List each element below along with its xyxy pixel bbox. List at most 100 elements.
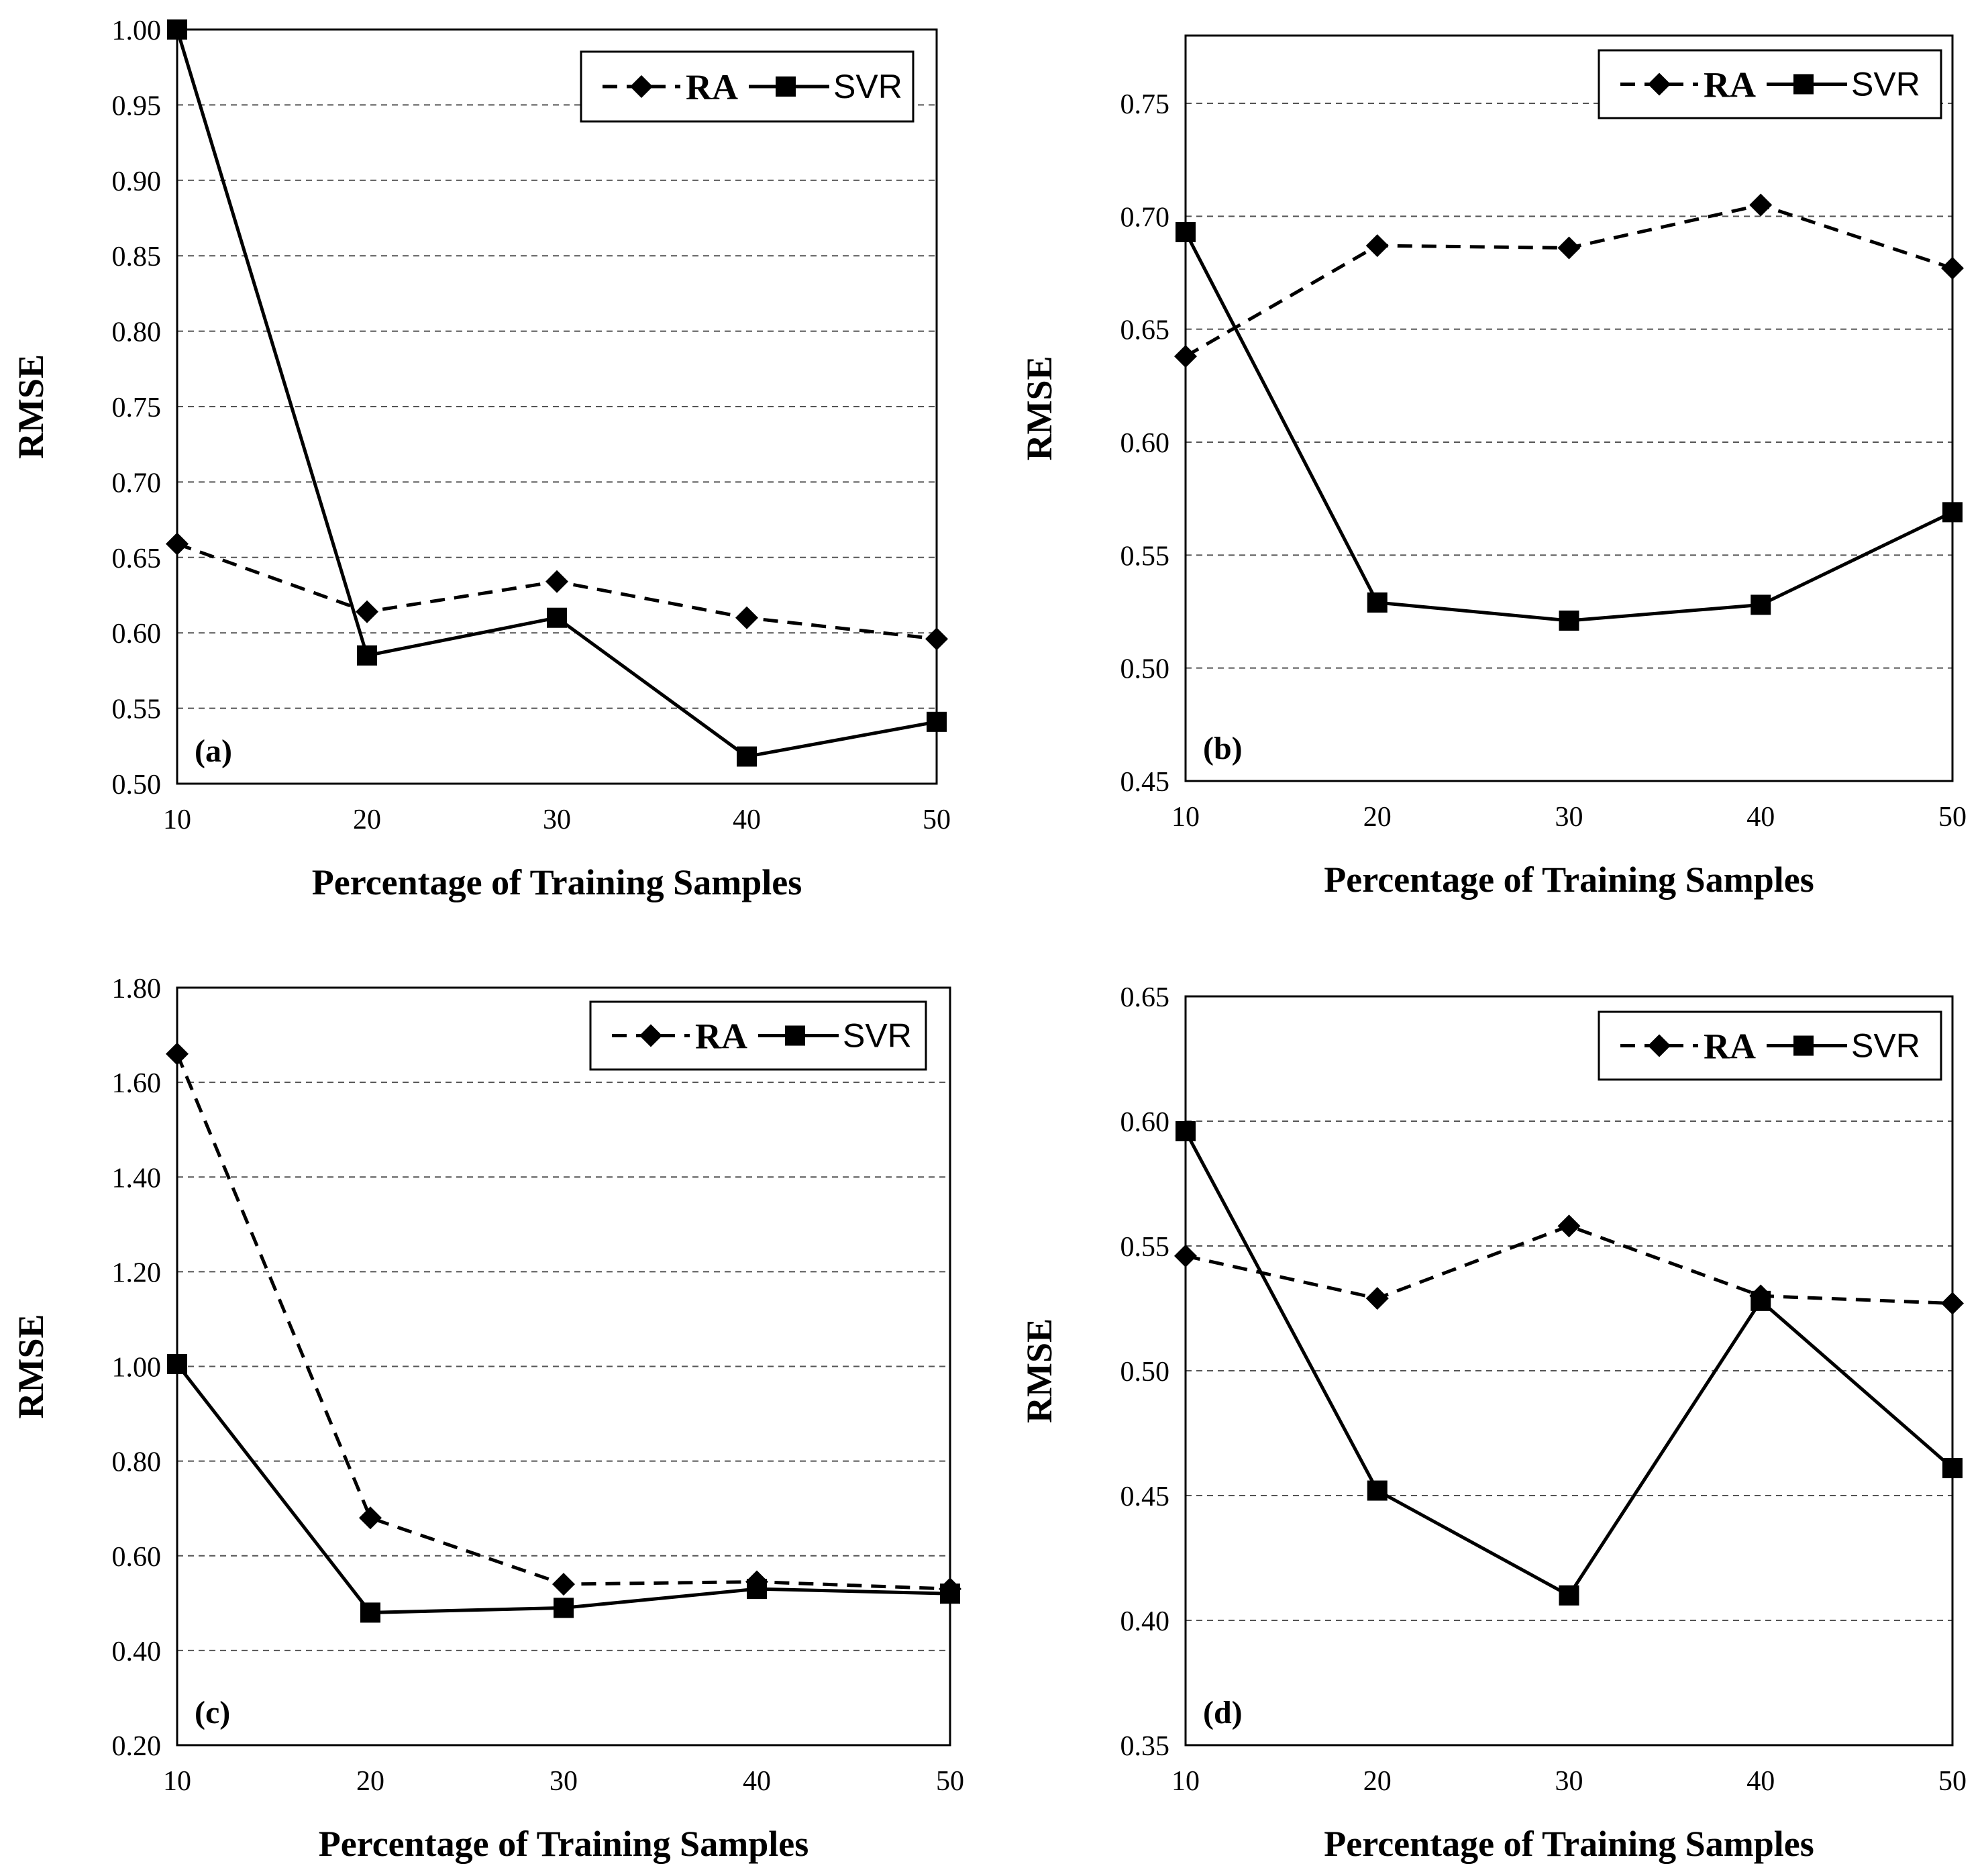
y-tick-label: 0.80 <box>112 317 162 348</box>
data-point-svr <box>1942 1458 1963 1479</box>
x-tick-label: 50 <box>923 804 951 835</box>
x-tick-label: 50 <box>936 1766 964 1797</box>
x-tick-label: 40 <box>1746 802 1775 833</box>
panel-label: (a) <box>195 733 232 769</box>
chart-panel-1: 0.50 0.55 0.60 0.65 0.70 0.75 0.80 0.85 0.90 0.95… <box>11 15 951 902</box>
x-tick-label: 20 <box>353 804 381 835</box>
legend-label-svr: SVR <box>1851 66 1920 103</box>
y-tick-label: 1.20 <box>112 1257 162 1288</box>
y-tick-label: 0.90 <box>112 166 162 197</box>
y-tick-label: 1.60 <box>112 1068 162 1099</box>
legend-label-svr: SVR <box>1851 1027 1920 1065</box>
legend-marker-svr <box>1793 74 1814 95</box>
legend: RA SVR <box>1598 49 1942 119</box>
data-point-svr <box>167 1353 187 1374</box>
data-point-ra <box>166 1042 189 1065</box>
plot-frame <box>176 28 938 785</box>
data-point-svr <box>1559 1585 1579 1606</box>
series-line-ra <box>175 1053 951 1591</box>
legend-marker-ra <box>1648 1034 1671 1057</box>
data-point-ra <box>359 1506 382 1530</box>
y-tick-label: 0.55 <box>112 694 162 725</box>
chart-panel-4: 0.35 0.40 0.45 0.50 0.55 0.60 0.65 10 20 30 40 50 Pe… <box>1019 982 1967 1864</box>
data-point-svr <box>1751 1290 1771 1311</box>
y-tick-label: 0.65 <box>1120 982 1170 1013</box>
data-point-svr <box>1367 592 1388 613</box>
panel-label: (d) <box>1203 1695 1243 1730</box>
y-tick-label: 1.00 <box>112 1353 162 1384</box>
data-point-ra <box>1941 256 1964 280</box>
y-tick-label: 1.00 <box>112 15 162 46</box>
x-tick-label: 10 <box>163 1766 191 1797</box>
series-line-ra <box>1185 1224 1953 1306</box>
y-tick-label: 0.60 <box>112 1542 162 1573</box>
y-tick-label: 0.40 <box>1120 1606 1170 1637</box>
data-point-ra <box>1557 236 1581 260</box>
data-point-ra <box>1941 1292 1964 1315</box>
legend-label-svr: SVR <box>833 68 902 105</box>
data-point-ra <box>1557 1214 1581 1238</box>
legend-label-ra: RA <box>695 1017 747 1057</box>
x-tick-label: 10 <box>163 804 191 835</box>
y-tick-label: 0.50 <box>1120 654 1170 685</box>
data-point-svr <box>747 1579 767 1600</box>
x-tick-label: 40 <box>733 804 761 835</box>
x-tick-label: 30 <box>1555 802 1583 833</box>
y-tick-label: 0.50 <box>1120 1357 1170 1388</box>
x-tick-label: 50 <box>1938 802 1967 833</box>
data-point-svr <box>360 1602 380 1623</box>
data-point-svr <box>1751 594 1771 615</box>
data-point-ra <box>1174 345 1197 368</box>
y-tick-label: 0.55 <box>1120 1232 1170 1263</box>
y-tick-label: 0.45 <box>1120 1481 1170 1512</box>
legend-label-ra: RA <box>1704 65 1756 105</box>
y-axis-title: RMSE <box>1019 1318 1059 1423</box>
y-tick-label: 1.40 <box>112 1163 162 1194</box>
y-tick-label: 0.95 <box>112 91 162 121</box>
data-point-ra <box>1749 193 1773 217</box>
data-point-ra <box>1174 1244 1197 1267</box>
data-point-ra <box>925 627 948 651</box>
series-line-svr <box>1184 1130 1954 1598</box>
chart-panel-2: 0.45 0.50 0.55 0.60 0.65 0.70 0.75 10 20 30 40 50 Pe… <box>1019 34 1967 900</box>
legend: RA SVR <box>589 1000 927 1071</box>
y-tick-label: 0.65 <box>1120 315 1170 346</box>
x-tick-label: 10 <box>1171 802 1200 833</box>
x-axis-title: Percentage of Training Samples <box>1324 859 1814 900</box>
data-point-ra <box>1365 234 1389 258</box>
data-point-svr <box>547 607 567 628</box>
series-line-svr <box>175 29 937 759</box>
data-point-svr <box>737 746 757 767</box>
data-point-ra <box>735 606 758 629</box>
legend-marker-ra <box>630 75 653 98</box>
y-tick-label: 0.55 <box>1120 541 1170 572</box>
legend-label-ra: RA <box>686 67 738 107</box>
y-tick-label: 0.60 <box>1120 428 1170 459</box>
legend-marker-svr <box>776 76 796 97</box>
y-axis-title: RMSE <box>1019 356 1059 460</box>
x-axis-title: Percentage of Training Samples <box>1324 1824 1814 1864</box>
y-axis-title: RMSE <box>11 354 51 459</box>
data-point-ra <box>166 532 189 556</box>
x-tick-label: 20 <box>1363 802 1392 833</box>
legend-label-ra: RA <box>1704 1027 1756 1067</box>
y-tick-label: 0.65 <box>112 543 162 574</box>
x-tick-label: 30 <box>1555 1766 1583 1797</box>
y-tick-label: 0.70 <box>112 468 162 499</box>
data-point-svr <box>554 1598 574 1618</box>
y-tick-label: 0.70 <box>1120 202 1170 233</box>
legend: RA SVR <box>580 50 915 123</box>
y-tick-label: 0.45 <box>1120 767 1170 798</box>
y-tick-label: 0.60 <box>112 619 162 649</box>
x-axis-title: Percentage of Training Samples <box>312 862 802 902</box>
x-tick-label: 30 <box>550 1766 578 1797</box>
x-tick-label: 30 <box>543 804 571 835</box>
x-tick-label: 10 <box>1171 1766 1200 1797</box>
legend-marker-ra <box>639 1024 662 1047</box>
x-tick-label: 20 <box>1363 1766 1392 1797</box>
data-point-ra <box>356 600 378 623</box>
y-tick-label: 0.75 <box>1120 89 1170 120</box>
data-point-ra <box>545 570 568 593</box>
plot-frame <box>1184 995 1954 1747</box>
